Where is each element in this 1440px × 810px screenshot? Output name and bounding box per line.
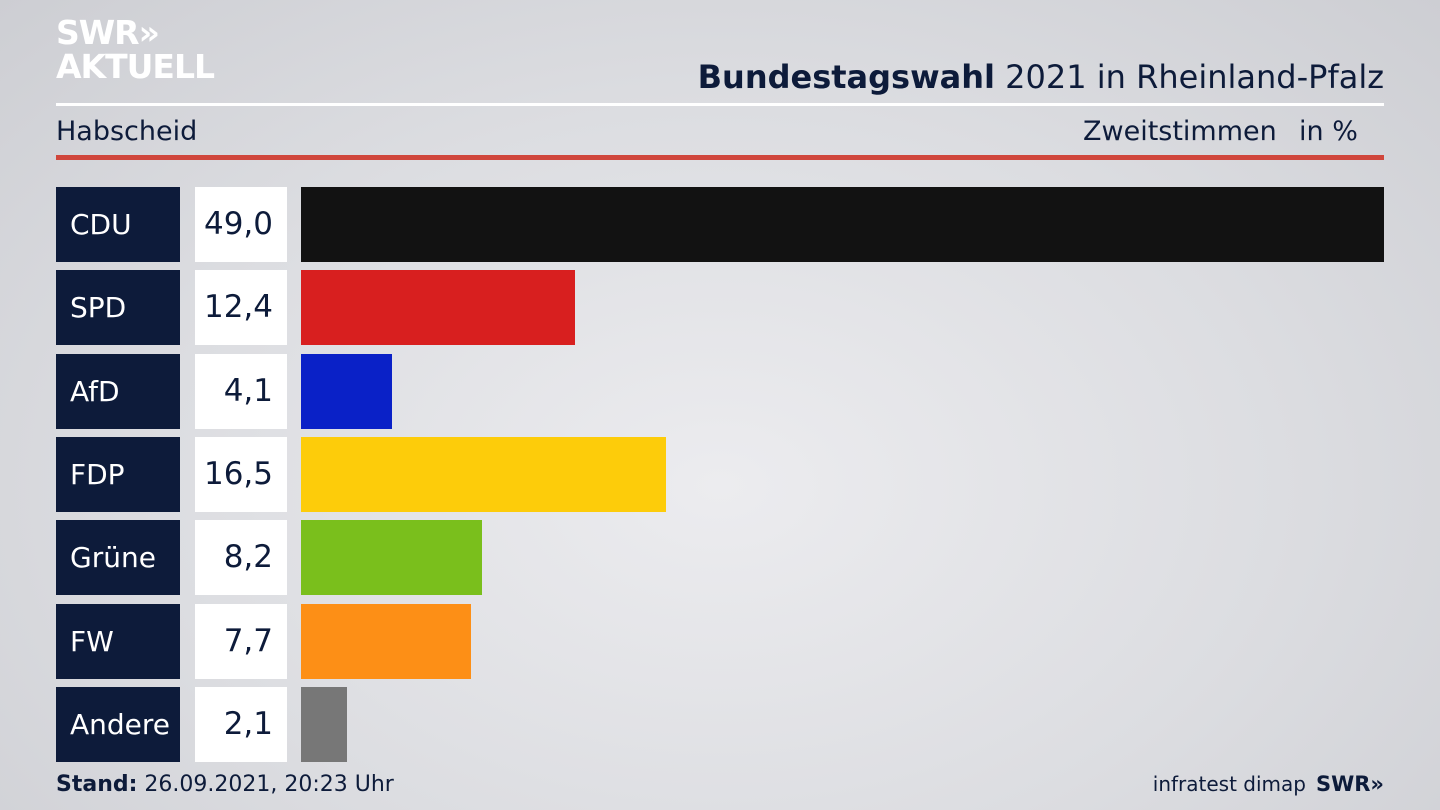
bar xyxy=(301,437,666,512)
value-label: 16,5 xyxy=(195,437,287,512)
value-label: 4,1 xyxy=(195,354,287,429)
bar-row: AfD 4,1 xyxy=(0,354,1440,429)
value-label: 12,4 xyxy=(195,270,287,345)
bar-row: FW 7,7 xyxy=(0,604,1440,679)
source-credit: infratest dimap SWR» xyxy=(1153,772,1384,796)
bar-row: CDU 49,0 xyxy=(0,187,1440,262)
unit-label: in % xyxy=(1299,116,1358,147)
party-label: CDU xyxy=(56,187,180,262)
header-divider xyxy=(56,103,1384,106)
swr-aktuell-logo: SWR» AKTUELL xyxy=(56,13,215,86)
bar xyxy=(301,687,347,762)
timestamp: Stand: 26.09.2021, 20:23 Uhr xyxy=(56,772,394,797)
value-label: 7,7 xyxy=(195,604,287,679)
accent-divider xyxy=(56,155,1384,160)
stand-label: Stand: xyxy=(56,772,138,797)
chart-title-bold: Bundestagswahl xyxy=(697,58,995,96)
logo-line-2: AKTUELL xyxy=(56,47,215,86)
value-label: 8,2 xyxy=(195,520,287,595)
party-label: FDP xyxy=(56,437,180,512)
region-name: Habscheid xyxy=(56,116,198,147)
value-label: 49,0 xyxy=(195,187,287,262)
party-label: AfD xyxy=(56,354,180,429)
bar xyxy=(301,520,482,595)
bar-row: SPD 12,4 xyxy=(0,270,1440,345)
bar-row: FDP 16,5 xyxy=(0,437,1440,512)
swr-brand-logo: SWR» xyxy=(1315,772,1384,796)
bar xyxy=(301,187,1384,262)
bar xyxy=(301,354,392,429)
value-label: 2,1 xyxy=(195,687,287,762)
chart-title-rest: 2021 in Rheinland-Pfalz xyxy=(995,58,1384,96)
party-label: Andere xyxy=(56,687,180,762)
party-label: SPD xyxy=(56,270,180,345)
bar xyxy=(301,604,471,679)
stand-value: 26.09.2021, 20:23 Uhr xyxy=(137,772,394,797)
bar xyxy=(301,270,575,345)
bar-row: Grüne 8,2 xyxy=(0,520,1440,595)
source-label: infratest dimap xyxy=(1152,772,1306,796)
bar-row: Andere 2,1 xyxy=(0,687,1440,762)
party-label: Grüne xyxy=(56,520,180,595)
chart-title: Bundestagswahl 2021 in Rheinland-Pfalz xyxy=(698,58,1384,96)
logo-line-1: SWR» xyxy=(56,13,160,52)
party-label: FW xyxy=(56,604,180,679)
measure-label: Zweitstimmen xyxy=(1083,116,1277,147)
